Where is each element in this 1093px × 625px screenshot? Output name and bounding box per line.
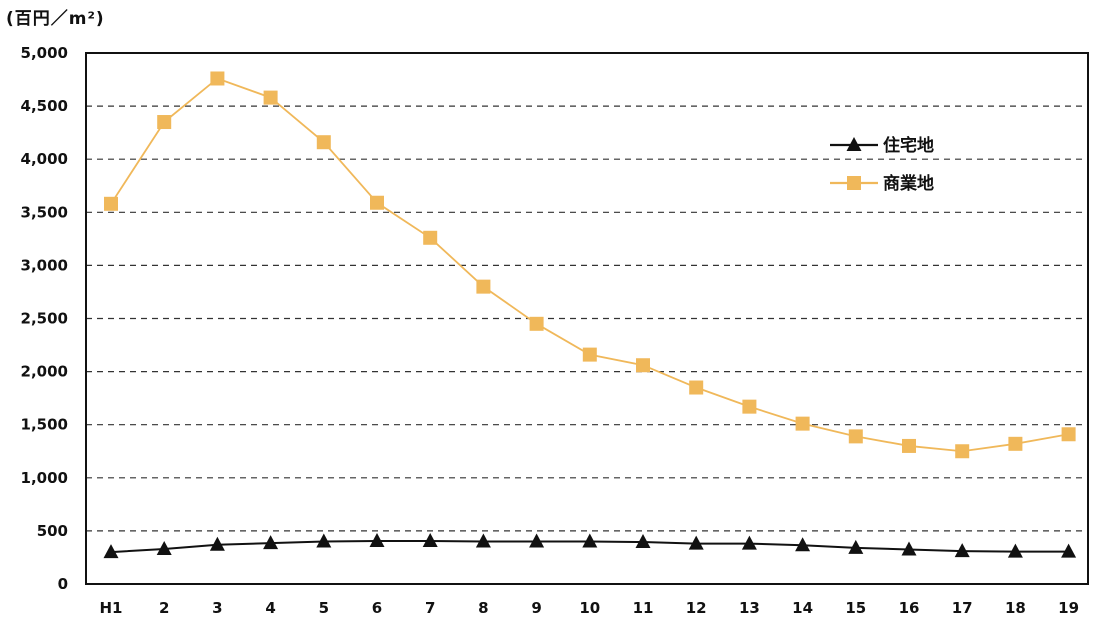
data-point [742,399,757,414]
y-tick-label: 5,000 [21,44,68,62]
data-point [688,535,704,550]
x-tick-label: 10 [579,599,600,617]
series-markers [103,71,1077,559]
legend-marker [847,176,861,190]
x-tick-label: 9 [531,599,541,617]
x-tick-label: 15 [845,599,866,617]
data-point [475,533,491,548]
data-point [635,534,651,549]
data-point [795,537,811,552]
data-point [422,532,438,547]
x-tick-label: 4 [265,599,275,617]
legend-label: 住宅地 [883,135,934,156]
data-point [636,358,650,373]
data-point [316,533,332,548]
y-tick-label: 3,000 [21,256,68,274]
data-point [104,196,118,211]
data-point [210,71,225,86]
data-point [370,195,384,210]
data-point [103,544,119,559]
data-point [423,230,438,245]
y-tick-label: 0 [58,575,68,593]
x-tick-label: 8 [478,599,488,617]
data-point [848,429,863,444]
x-tick-label: 18 [1005,599,1026,617]
data-point [1008,436,1023,451]
legend-marker [846,137,862,151]
data-point [1061,427,1076,442]
x-tick-label: 7 [425,599,435,617]
x-tick-label: 2 [159,599,169,617]
y-axis-ticks: 0 500 1,000 1,500 2,000 2,500 3,000 3,500 4,000 4… [21,44,68,593]
data-point [848,539,864,554]
data-point [263,90,278,105]
data-point [263,535,279,550]
x-tick-label: H1 [100,599,123,617]
gridlines [86,105,1088,532]
x-tick-label: 5 [319,599,329,617]
data-point [316,135,331,150]
data-point [156,540,172,555]
data-point [955,444,970,459]
data-point [582,533,598,548]
y-tick-label: 4,500 [21,97,68,115]
y-tick-label: 500 [37,522,68,540]
x-axis-ticks: H1 2 3 4 5 6 7 8 9 10 11 12 13 14 15 16 17 18 19 [100,599,1080,617]
data-point [901,541,917,556]
y-tick-label: 3,500 [21,203,68,221]
data-point [476,279,491,294]
data-point [582,347,597,362]
y-tick-label: 4,000 [21,150,68,168]
data-point [369,532,385,547]
data-point [741,535,757,550]
data-point [795,416,810,431]
data-point [529,533,545,548]
legend-label: 商業地 [883,173,934,194]
x-tick-label: 6 [372,599,382,617]
data-point [157,115,172,130]
x-tick-label: 12 [686,599,707,617]
x-tick-label: 3 [212,599,222,617]
data-point [954,543,970,558]
plot-frame [85,52,1089,585]
x-tick-label: 11 [633,599,654,617]
data-point [529,316,544,331]
y-tick-label: 1,000 [21,469,68,487]
x-tick-label: 14 [792,599,813,617]
y-tick-label: 1,500 [21,416,68,434]
x-tick-label: 17 [952,599,973,617]
data-point [689,380,704,395]
y-tick-label: 2,500 [21,310,68,328]
x-tick-label: 19 [1058,599,1079,617]
data-point [1061,543,1077,558]
y-tick-label: 2,000 [21,363,68,381]
x-tick-label: 13 [739,599,760,617]
data-point [1007,543,1023,558]
x-tick-label: 16 [899,599,920,617]
data-point [902,438,916,453]
data-point [209,536,225,551]
y-axis-unit-label: (百円／m²) [6,9,105,29]
